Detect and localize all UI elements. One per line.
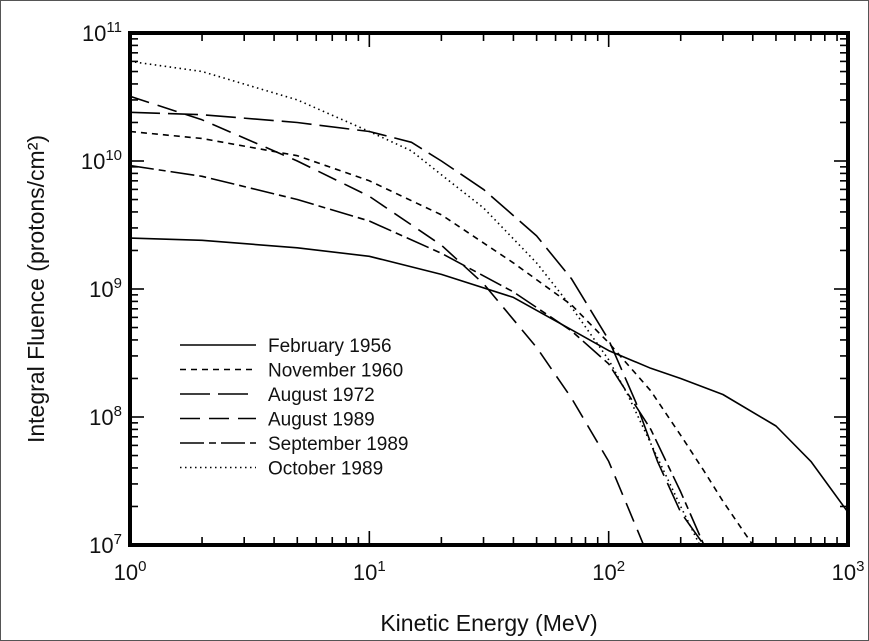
series-line	[130, 237, 848, 513]
series-line	[130, 130, 754, 545]
x-tick-label: 102	[592, 558, 625, 585]
tick-labels: 100 101 102 103 107 108 109 1010 1011	[81, 19, 865, 585]
axis-ticks	[130, 33, 848, 545]
legend-label: August 1972	[268, 385, 375, 406]
series-line	[130, 60, 701, 545]
legend-label: October 1989	[268, 459, 383, 480]
legend-label: September 1989	[268, 434, 409, 455]
y-axis-title: Integral Fluence (protons/cm²)	[23, 135, 49, 443]
x-axis-title: Kinetic Energy (MeV)	[380, 610, 597, 636]
series-line	[130, 95, 645, 545]
x-tick-label: 100	[114, 558, 147, 585]
series-layer	[130, 60, 848, 545]
legend: February 1956 November 1960 August 1972 Aug…	[180, 336, 409, 480]
y-tick-label: 109	[89, 275, 122, 302]
series-line	[130, 164, 705, 545]
series-line	[130, 111, 705, 545]
legend-label: November 1960	[268, 361, 403, 382]
x-tick-label: 103	[832, 558, 865, 585]
x-tick-label: 101	[353, 558, 386, 585]
y-tick-label: 1010	[81, 147, 122, 174]
y-tick-label: 108	[89, 403, 122, 430]
legend-label: August 1989	[268, 410, 375, 431]
y-tick-label: 1011	[82, 19, 122, 46]
y-tick-label: 107	[89, 531, 122, 558]
legend-label: February 1956	[268, 336, 392, 357]
